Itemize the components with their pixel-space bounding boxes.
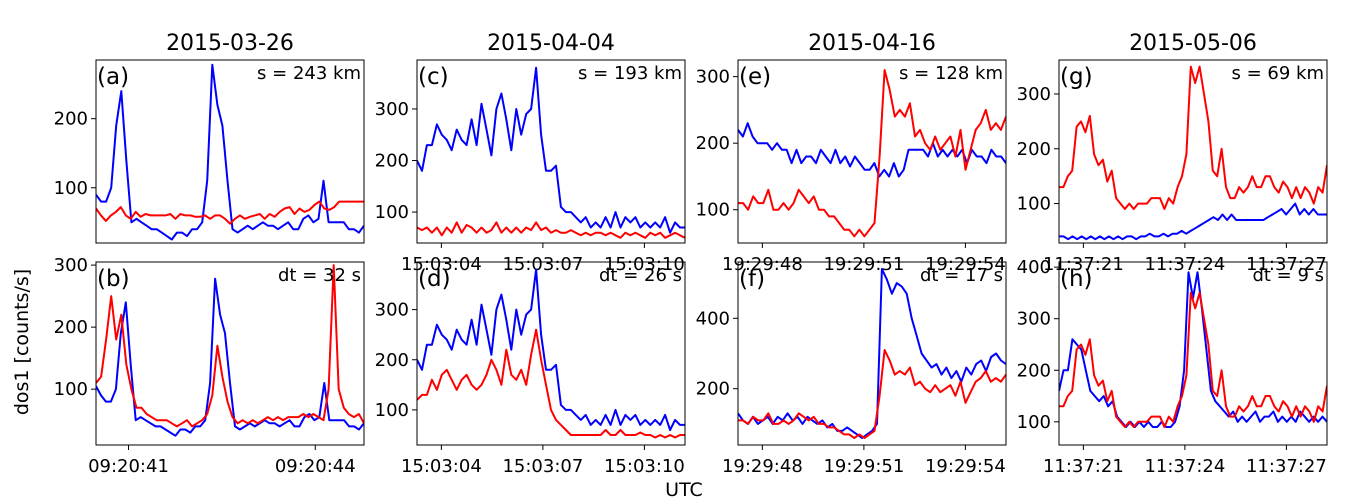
series-line-a-blue [96, 63, 364, 241]
x-axis-label: UTC [665, 479, 703, 500]
y-tick-label-d: 300 [375, 300, 409, 321]
panel-a: 100 200 (a) s = 243 km 2015-03-26 [54, 31, 365, 244]
annotation-c: s = 193 km [578, 63, 682, 84]
x-tick-label-e: 19:29:48 [722, 254, 803, 275]
series-line-d-blue [417, 268, 685, 431]
y-axis-label: dos1 [counts/s] [11, 269, 33, 415]
annotation-e: s = 128 km [899, 63, 1003, 84]
x-tick-label-c: 15:03:10 [604, 254, 685, 275]
series-line-g-red [1059, 65, 1327, 210]
y-tick-label-e: 100 [696, 200, 730, 221]
annotation-b: dt = 32 s [278, 265, 361, 286]
panel-f: 200 400 19:29:48 19:29:51 19:29:54 (f) dt = 17… [696, 261, 1007, 477]
panel-label-d: (d) [418, 266, 451, 292]
y-tick-label-h: 100 [1017, 412, 1051, 433]
x-tick-label-d: 15:03:10 [604, 456, 685, 477]
series-line-h-blue [1059, 271, 1327, 428]
panel-label-f: (f) [739, 266, 765, 292]
x-tick-label-g: 11:37:21 [1043, 254, 1124, 275]
x-tick-label-g: 11:37:24 [1144, 254, 1225, 275]
series-line-c-blue [417, 66, 685, 234]
plot-frame-g [1058, 59, 1328, 244]
y-tick-label-e: 300 [696, 67, 730, 88]
panel-c: 100 200 300 15:03:04 15:03:07 15:03:10 (c) s = … [375, 31, 686, 275]
annotation-d: dt = 26 s [599, 265, 682, 286]
series-line-b-red [96, 264, 364, 428]
x-tick-label-g: 11:37:27 [1246, 254, 1327, 275]
plot-frame-d [416, 261, 686, 446]
y-tick-label-b: 200 [54, 317, 88, 338]
x-tick-label-b: 09:20:41 [88, 456, 169, 477]
x-tick-label-b: 09:20:44 [275, 456, 356, 477]
series-line-f-blue [738, 268, 1006, 439]
x-tick-label-f: 19:29:51 [823, 456, 904, 477]
series-line-d-red [417, 328, 685, 439]
x-tick-label-h: 11:37:21 [1043, 456, 1124, 477]
y-tick-label-e: 200 [696, 133, 730, 154]
panel-b: 100 200 300 09:20:41 09:20:44 (b) dt = 32 s [54, 255, 365, 477]
column-title-e: 2015-04-16 [808, 31, 936, 56]
plot-frame-c [416, 59, 686, 244]
series-line-e-red [738, 69, 1006, 238]
plot-frame-e [737, 59, 1007, 244]
annotation-h: dt = 9 s [1252, 265, 1324, 286]
panel-d: 100 200 300 15:03:04 15:03:07 15:03:10 (d) dt =… [375, 261, 686, 477]
panel-label-g: (g) [1060, 64, 1093, 90]
y-tick-label-c: 100 [375, 202, 409, 223]
panel-label-b: (b) [97, 266, 130, 292]
panel-label-h: (h) [1060, 266, 1093, 292]
series-line-c-red [417, 221, 685, 239]
series-line-h-red [1059, 291, 1327, 428]
series-line-e-blue [738, 122, 1006, 178]
y-tick-label-d: 100 [375, 400, 409, 421]
series-line-f-red [738, 349, 1006, 439]
x-tick-label-d: 15:03:04 [401, 456, 482, 477]
x-tick-label-e: 19:29:54 [925, 254, 1006, 275]
panel-g: 100 200 300 11:37:21 11:37:24 11:37:27 (g) s = … [1017, 31, 1328, 275]
y-tick-label-h: 200 [1017, 360, 1051, 381]
y-tick-label-f: 400 [696, 308, 730, 329]
x-tick-label-f: 19:29:54 [925, 456, 1006, 477]
x-tick-label-d: 15:03:07 [502, 456, 583, 477]
series-line-a-red [96, 200, 364, 225]
column-title-a: 2015-03-26 [166, 31, 294, 56]
y-tick-label-g: 300 [1017, 84, 1051, 105]
x-tick-label-h: 11:37:24 [1144, 456, 1225, 477]
y-tick-label-b: 300 [54, 255, 88, 276]
x-tick-label-f: 19:29:48 [722, 456, 803, 477]
plot-frame-b [95, 261, 365, 446]
y-tick-label-h: 300 [1017, 309, 1051, 330]
panel-e: 100 200 300 19:29:48 19:29:51 19:29:54 (e) s = … [696, 31, 1007, 275]
annotation-f: dt = 17 s [920, 265, 1003, 286]
x-tick-label-c: 15:03:04 [401, 254, 482, 275]
y-tick-label-a: 100 [54, 178, 88, 199]
panels-layer: 100 200 (a) s = 243 km 2015-03-26 100 200 300 09… [54, 31, 1328, 477]
panel-label-e: (e) [739, 64, 771, 90]
panel-label-c: (c) [418, 64, 449, 90]
y-tick-label-d: 200 [375, 350, 409, 371]
y-tick-label-b: 100 [54, 379, 88, 400]
annotation-a: s = 243 km [257, 63, 361, 84]
y-tick-label-a: 200 [54, 109, 88, 130]
plot-frame-f [737, 261, 1007, 446]
x-tick-label-c: 15:03:07 [502, 254, 583, 275]
plot-frame-h [1058, 261, 1328, 446]
series-line-g-blue [1059, 202, 1327, 241]
annotation-g: s = 69 km [1232, 63, 1325, 84]
plot-frame-a [95, 59, 365, 244]
y-tick-label-f: 200 [696, 379, 730, 400]
column-title-c: 2015-04-04 [487, 31, 615, 56]
panel-label-a: (a) [97, 64, 129, 90]
column-title-g: 2015-05-06 [1129, 31, 1257, 56]
y-tick-label-c: 300 [375, 99, 409, 120]
y-tick-label-g: 100 [1017, 194, 1051, 215]
x-tick-label-h: 11:37:27 [1246, 456, 1327, 477]
y-tick-label-g: 200 [1017, 139, 1051, 160]
x-tick-label-e: 19:29:51 [823, 254, 904, 275]
y-tick-label-h: 400 [1017, 257, 1051, 278]
y-tick-label-c: 200 [375, 151, 409, 172]
